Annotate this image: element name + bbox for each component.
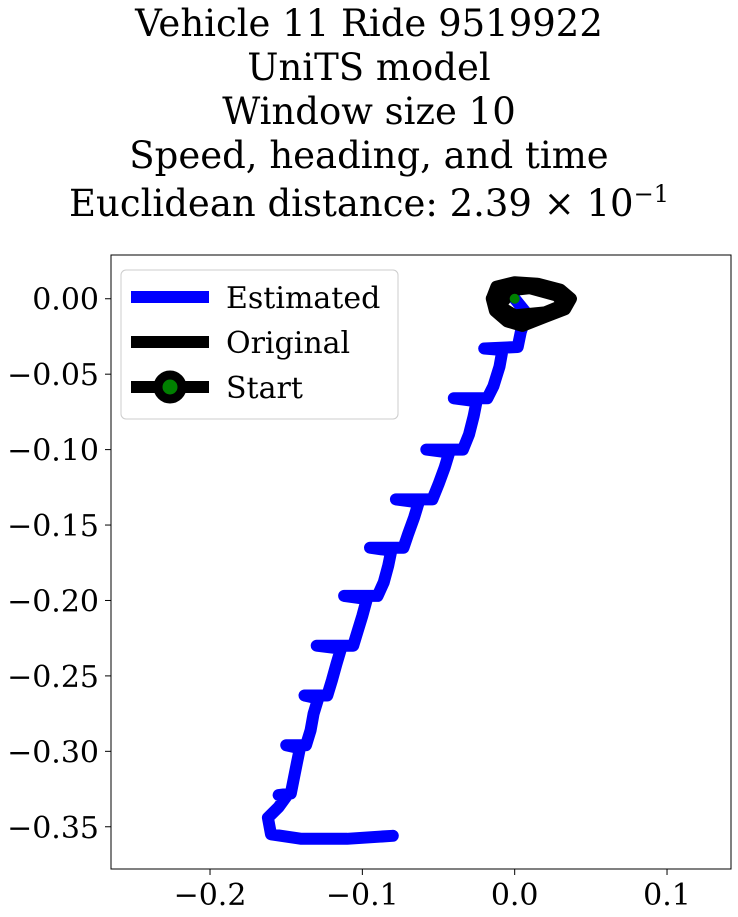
legend-label-estimated: Estimated [226, 281, 380, 316]
axis-ticks: −0.2 −0.1 0.0 0.1 0.00 −0.05 −0.10 −0.15 −0.20 −0… [7, 283, 691, 913]
x-tick-label: −0.1 [326, 878, 399, 913]
distance-multiplier: × 10 [543, 182, 634, 225]
series-layer [261, 276, 577, 845]
y-tick-label: −0.20 [7, 584, 99, 619]
title-line-2: UniTS model [247, 46, 491, 89]
legend-label-start: Start [226, 371, 303, 406]
y-tick-label: −0.25 [7, 660, 99, 695]
title-line-4: Speed, heading, and time [129, 134, 609, 177]
series-line-original [485, 276, 577, 332]
y-tick-label: −0.30 [7, 735, 99, 770]
x-tick-label: 0.0 [491, 878, 539, 913]
distance-label: Euclidean distance: 2.39 [69, 182, 532, 225]
plot-frame [110, 254, 732, 870]
distance-exponent: −1 [633, 180, 669, 208]
chart-title: Vehicle 11 Ride 9519922 UniTS model Wind… [0, 2, 738, 230]
y-tick-label: −0.05 [7, 358, 99, 393]
title-line-3: Window size 10 [222, 90, 516, 133]
legend-label-original: Original [226, 326, 350, 361]
x-tick-label: −0.2 [174, 878, 247, 913]
legend: Estimated Original Start [120, 269, 399, 420]
y-tick-label: −0.35 [7, 811, 99, 846]
start-marker [509, 293, 520, 304]
title-line-distance: Euclidean distance: 2.39 × 10−1 [0, 178, 738, 230]
title-line-1: Vehicle 11 Ride 9519922 [135, 2, 603, 45]
x-tick-label: 0.1 [643, 878, 691, 913]
series-line-estimated [261, 292, 533, 845]
y-tick-label: −0.10 [7, 434, 99, 469]
y-tick-label: 0.00 [32, 283, 99, 318]
y-tick-label: −0.15 [7, 509, 99, 544]
legend-marker-start [153, 370, 187, 404]
